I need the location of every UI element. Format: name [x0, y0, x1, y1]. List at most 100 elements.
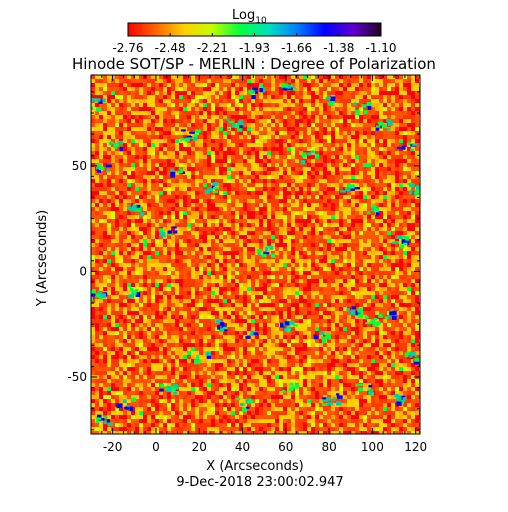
heatmap-cell [375, 251, 379, 255]
heatmap-cell [171, 247, 175, 251]
heatmap-cell [147, 331, 151, 335]
heatmap-cell [175, 79, 179, 83]
heatmap-cell [111, 107, 115, 111]
heatmap-cell [147, 147, 151, 151]
heatmap-cell [379, 383, 383, 387]
heatmap-cell [407, 127, 411, 131]
heatmap-cell [175, 323, 179, 327]
heatmap-cell [131, 171, 135, 175]
heatmap-cell [239, 263, 243, 267]
heatmap-cell [319, 323, 323, 327]
heatmap-cell [163, 167, 167, 171]
heatmap-cell [123, 267, 127, 271]
heatmap-cell [147, 327, 151, 331]
heatmap-cell [135, 383, 139, 387]
heatmap-cell [195, 139, 199, 143]
heatmap-cell [395, 151, 399, 155]
heatmap-cell [191, 187, 195, 191]
heatmap-cell [267, 155, 271, 159]
heatmap-cell [359, 331, 363, 335]
heatmap-cell [383, 191, 387, 195]
heatmap-cell [127, 199, 131, 203]
heatmap-cell [223, 75, 227, 79]
heatmap-cell [107, 343, 111, 347]
heatmap-cell [387, 183, 391, 187]
heatmap-cell [175, 367, 179, 371]
heatmap-cell [403, 87, 407, 91]
heatmap-cell [331, 347, 335, 351]
heatmap-cell [163, 171, 167, 175]
heatmap-cell [207, 151, 211, 155]
heatmap-cell [351, 327, 355, 331]
heatmap-cell [183, 195, 187, 199]
heatmap-cell [315, 251, 319, 255]
heatmap-cell [359, 159, 363, 163]
heatmap-cell [399, 151, 403, 155]
heatmap-cell [343, 235, 347, 239]
heatmap-cell [403, 319, 407, 323]
heatmap-cell [239, 323, 243, 327]
heatmap-cell [287, 231, 291, 235]
heatmap-cell [263, 259, 267, 263]
heatmap-cell [395, 255, 399, 259]
heatmap-cell [323, 263, 327, 267]
heatmap-cell [163, 343, 167, 347]
heatmap-cell [363, 239, 367, 243]
heatmap-cell [127, 363, 131, 367]
heatmap-cell [383, 307, 387, 311]
heatmap-cell [131, 91, 135, 95]
heatmap-cell [287, 247, 291, 251]
heatmap-cell [371, 219, 375, 223]
heatmap-cell [195, 99, 199, 103]
heatmap-cell [195, 331, 199, 335]
heatmap-cell [391, 147, 395, 151]
heatmap-cell [203, 383, 207, 387]
heatmap-cell [259, 111, 263, 115]
heatmap-cell [331, 327, 335, 331]
heatmap-cell [227, 303, 231, 307]
heatmap-cell [111, 251, 115, 255]
heatmap-cell [383, 95, 387, 99]
heatmap-cell [287, 267, 291, 271]
heatmap-cell [247, 347, 251, 351]
heatmap-cell [147, 335, 151, 339]
heatmap-cell [403, 231, 407, 235]
heatmap-cell [343, 199, 347, 203]
heatmap-cell [159, 219, 163, 223]
heatmap-cell [247, 83, 251, 87]
heatmap-cell [395, 339, 399, 343]
heatmap-cell [379, 283, 383, 287]
heatmap-cell [115, 87, 119, 91]
heatmap-cell [175, 159, 179, 163]
heatmap-cell [123, 163, 127, 167]
heatmap-cell [279, 171, 283, 175]
heatmap-cell [339, 243, 343, 247]
heatmap-cell [107, 291, 111, 295]
heatmap-cell [383, 143, 387, 147]
heatmap-cell [231, 299, 235, 303]
heatmap-cell [223, 275, 227, 279]
heatmap-cell [399, 95, 403, 99]
heatmap-cell [343, 311, 347, 315]
heatmap-cell [135, 215, 139, 219]
heatmap-cell [219, 159, 223, 163]
heatmap-cell [307, 279, 311, 283]
heatmap-cell [91, 243, 95, 247]
heatmap-cell [375, 355, 379, 359]
heatmap-cell [191, 115, 195, 119]
heatmap-cell [263, 283, 267, 287]
heatmap-cell [351, 139, 355, 143]
heatmap-cell [271, 83, 275, 87]
heatmap-cell [203, 99, 207, 103]
heatmap-cell [291, 339, 295, 343]
heatmap-cell [351, 331, 355, 335]
heatmap-cell [235, 115, 239, 119]
heatmap-cell [243, 307, 247, 311]
heatmap-cell [99, 275, 103, 279]
heatmap-cell [379, 291, 383, 295]
heatmap-cell [159, 271, 163, 275]
heatmap-cell [207, 367, 211, 371]
heatmap-cell [243, 275, 247, 279]
heatmap-cell [95, 299, 99, 303]
heatmap-cell [415, 287, 419, 291]
